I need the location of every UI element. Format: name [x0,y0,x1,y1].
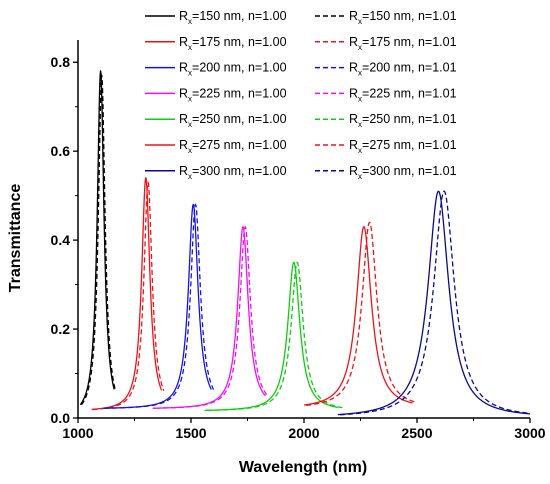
x-tick-label: 1000 [62,425,93,441]
y-tick-label: 0.4 [51,232,71,248]
legend-label: Rx=150 nm, n=1.01 [349,9,457,26]
series-line-9 [204,261,339,412]
legend-label: Rx=225 nm, n=1.00 [179,86,287,103]
y-axis-title: Transmittance [7,184,24,293]
axis-ticks-group: 1000 1500 2000 2500 3000 0.0 0.2 0.4 0.6 0.8 [51,54,546,441]
series-line-14 [340,190,531,416]
series-line-5 [102,203,212,409]
series-line-6 [103,203,215,409]
series-line-3 [91,176,163,411]
series-line-7 [152,225,267,409]
x-tick-label: 2000 [288,425,319,441]
legend-label: Rx=300 nm, n=1.00 [179,164,287,181]
y-tick-label: 0.0 [51,410,71,426]
legend-label: Rx=200 nm, n=1.00 [179,61,287,78]
legend-entry-12: Rx=275 nm, n=1.01 [315,138,457,155]
x-axis-title: Wavelength (nm) [239,459,367,476]
legend-entry-11: Rx=275 nm, n=1.00 [145,138,287,155]
legend-entry-13: Rx=300 nm, n=1.00 [145,164,287,181]
series-line-1 [79,69,115,406]
chart-legend: Rx=150 nm, n=1.00 Rx=150 nm, n=1.01 Rx=175… [145,9,457,181]
legend-label: Rx=275 nm, n=1.00 [179,138,287,155]
series-line-11 [303,226,413,406]
series-line-4 [92,181,165,411]
legend-label: Rx=200 nm, n=1.01 [349,61,457,78]
legend-entry-1: Rx=150 nm, n=1.00 [145,9,287,26]
legend-entry-5: Rx=200 nm, n=1.00 [145,61,287,78]
legend-entry-9: Rx=250 nm, n=1.00 [145,112,287,129]
legend-entry-14: Rx=300 nm, n=1.01 [315,164,457,181]
legend-label: Rx=225 nm, n=1.01 [349,86,457,103]
series-line-13 [337,190,531,416]
x-tick-label: 3000 [514,425,545,441]
legend-label: Rx=300 nm, n=1.01 [349,164,457,181]
x-tick-label: 1500 [175,425,206,441]
legend-label: Rx=175 nm, n=1.00 [179,35,287,52]
series-line-2 [80,74,116,406]
legend-entry-8: Rx=225 nm, n=1.01 [315,86,457,103]
series-line-12 [306,221,418,407]
legend-label: Rx=175 nm, n=1.01 [349,35,457,52]
x-tick-label: 2500 [401,425,432,441]
y-tick-label: 0.6 [51,143,71,159]
legend-label: Rx=150 nm, n=1.00 [179,9,287,26]
legend-entry-7: Rx=225 nm, n=1.00 [145,86,287,103]
legend-entry-3: Rx=175 nm, n=1.00 [145,35,287,52]
plot-series-group [79,69,531,416]
legend-entry-4: Rx=175 nm, n=1.01 [315,35,457,52]
y-tick-label: 0.2 [51,321,71,337]
legend-label: Rx=275 nm, n=1.01 [349,138,457,155]
y-tick-label: 0.8 [51,54,71,70]
legend-label: Rx=250 nm, n=1.01 [349,112,457,129]
series-line-8 [154,225,269,409]
legend-entry-10: Rx=250 nm, n=1.01 [315,112,457,129]
series-line-10 [206,261,343,412]
legend-entry-6: Rx=200 nm, n=1.01 [315,61,457,78]
legend-label: Rx=250 nm, n=1.00 [179,112,287,129]
legend-entry-2: Rx=150 nm, n=1.01 [315,9,457,26]
